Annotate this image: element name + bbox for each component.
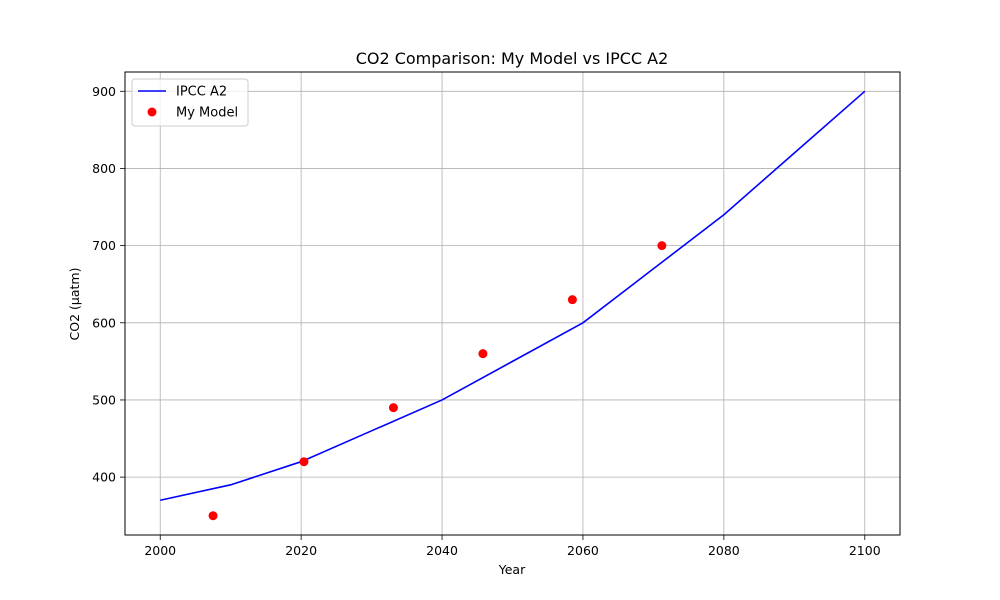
scatter-point-my-model [388,403,398,413]
x-tick-label: 2040 [426,543,458,558]
y-tick-label: 400 [92,470,116,485]
x-tick-label: 2000 [144,543,176,558]
x-axis-label: Year [498,562,526,577]
y-axis: 400 500 600 700 800 900 [92,84,125,485]
x-tick-label: 2020 [285,543,317,558]
y-tick-label: 900 [92,84,116,99]
plot-frame [124,71,901,536]
y-axis-label: CO2 (µatm) [67,268,82,341]
x-axis: 2000 2020 2040 2060 2080 2100 [144,535,881,558]
legend-marker-my-model [147,107,157,117]
series-line-ipcc-a2 [160,90,866,502]
y-tick-label: 500 [92,392,116,407]
legend-label-my-model: My Model [176,106,238,121]
scatter-point-my-model [299,457,309,467]
plot-area [160,90,866,521]
legend-label-ipcc-a2: IPCC A2 [176,85,227,100]
scatter-point-my-model [567,295,577,305]
legend: IPCC A2 My Model [131,78,249,127]
chart-title: CO2 Comparison: My Model vs IPCC A2 [356,49,669,68]
scatter-point-my-model [208,511,218,521]
y-tick-label: 700 [92,238,116,253]
scatter-point-my-model [478,349,488,359]
x-tick-label: 2100 [849,543,881,558]
y-tick-label: 600 [92,315,116,330]
grid [125,72,900,535]
y-tick-label: 800 [92,161,116,176]
scatter-point-my-model [657,241,667,251]
x-tick-label: 2060 [567,543,599,558]
x-tick-label: 2080 [708,543,740,558]
